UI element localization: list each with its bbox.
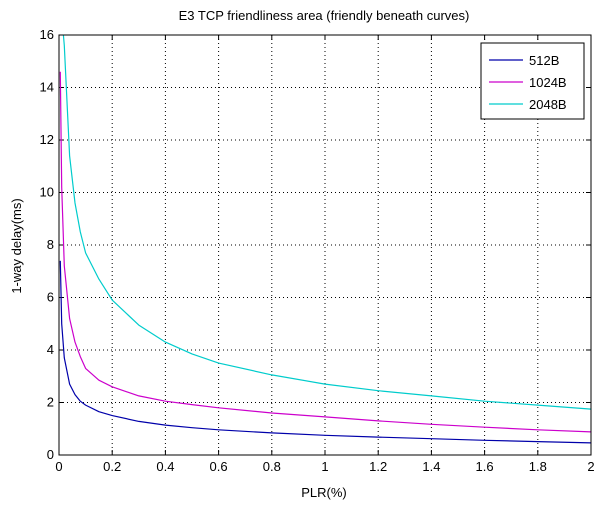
series-line-2048B — [62, 34, 592, 410]
y-tick-label: 12 — [40, 132, 54, 147]
y-tick-label: 8 — [47, 237, 54, 252]
x-tick-label: 0.8 — [263, 459, 281, 474]
legend-label-512B: 512B — [529, 53, 559, 68]
x-tick-label: 1.4 — [422, 459, 440, 474]
x-tick-label: 1.6 — [476, 459, 494, 474]
series-line-1024B — [59, 71, 592, 433]
x-tick-label: 0.6 — [210, 459, 228, 474]
x-tick-label: 0 — [55, 459, 62, 474]
legend-box — [480, 42, 585, 120]
y-tick-label: 14 — [40, 80, 54, 95]
legend-label-1024B: 1024B — [529, 75, 567, 90]
y-tick-label: 10 — [40, 185, 54, 200]
axes-box — [58, 34, 592, 456]
legend-label-2048B: 2048B — [529, 97, 567, 112]
y-tick-label: 0 — [47, 447, 54, 462]
x-tick-label: 1.2 — [369, 459, 387, 474]
chart-title: E3 TCP friendliness area (friendly benea… — [179, 8, 470, 23]
x-tick-label: 0.2 — [103, 459, 121, 474]
y-tick-label: 2 — [47, 395, 54, 410]
axis-ticks: 0 0.2 0.4 0.6 0.8 1 1.2 1.4 1.6 1.8 2 0 2 4 6 8 10 12 14 16 — [40, 27, 595, 474]
x-tick-label: 0.4 — [156, 459, 174, 474]
grid — [59, 35, 591, 455]
series-line-512B — [59, 260, 592, 444]
y-axis-label: 1-way delay(ms) — [9, 198, 24, 293]
x-axis-label: PLR(%) — [301, 485, 347, 500]
y-tick-label: 6 — [47, 290, 54, 305]
x-tick-label: 1 — [321, 459, 328, 474]
y-tick-label: 4 — [47, 342, 54, 357]
x-tick-label: 2 — [587, 459, 594, 474]
y-tick-label: 16 — [40, 27, 54, 42]
legend: 512B 1024B 2048B — [480, 42, 585, 120]
series-lines — [59, 34, 592, 444]
x-tick-label: 1.8 — [529, 459, 547, 474]
